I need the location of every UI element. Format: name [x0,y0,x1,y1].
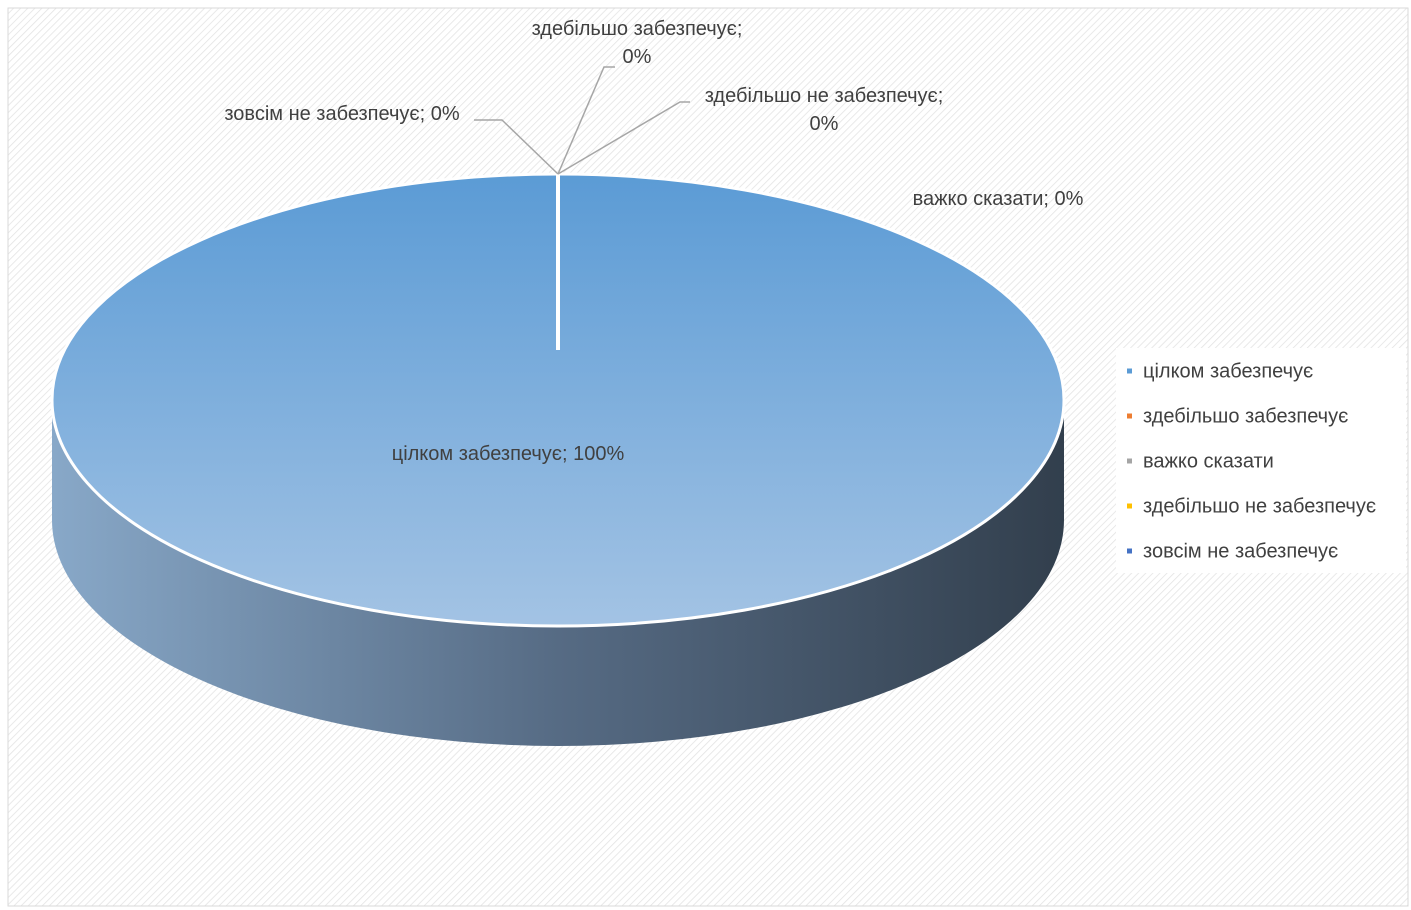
leader-line-zdebilsho-zabezpechuie [557,66,615,175]
data-labels: цілком забезпечує; 100% здебільшо забезпе… [224,18,1083,465]
legend-label-1: цілком забезпечує [1143,361,1313,383]
data-label-zovsim-ne-zabezpechuie: зовсім не забезпечує; 0% [224,103,459,125]
data-label-zdebilsho-zabezpechuie-line1: здебільшо забезпечує; [532,18,743,40]
data-label-zdebilsho-zabezpechuie-line2: 0% [623,46,652,68]
legend-marker-4 [1127,503,1132,509]
legend-label-3: важко сказати [1143,451,1274,473]
legend-label-2: здебільшо забезпечує [1143,406,1348,428]
legend-marker-3 [1127,458,1132,464]
pie-side-wall [52,400,1064,746]
pie-plot [50,172,1066,746]
legend-marker-2 [1127,413,1132,419]
data-label-zdebilsho-ne-zabezpechuie-line2: 0% [810,113,839,135]
data-label-vazhko-skazaty: важко сказати; 0% [913,188,1084,210]
data-label-tsilkom-zabezpechuie: цілком забезпечує; 100% [392,443,625,465]
leader-line-zdebilsho-ne-zabezpechuie [557,101,690,175]
legend-marker-5 [1127,548,1132,554]
legend-label-4: здебільшо не забезпечує [1143,496,1376,518]
leader-lines [474,66,690,175]
legend-marker-1 [1127,368,1132,374]
legend-background [1116,348,1406,573]
leader-line-zovsim-ne-zabezpechuie [474,119,559,175]
legend: цілком забезпечує здебільшо забезпечує важ… [1116,348,1406,573]
data-label-zdebilsho-ne-zabezpechuie-line1: здебільшо не забезпечує; [705,85,944,107]
legend-label-5: зовсім не забезпечує [1143,541,1338,563]
